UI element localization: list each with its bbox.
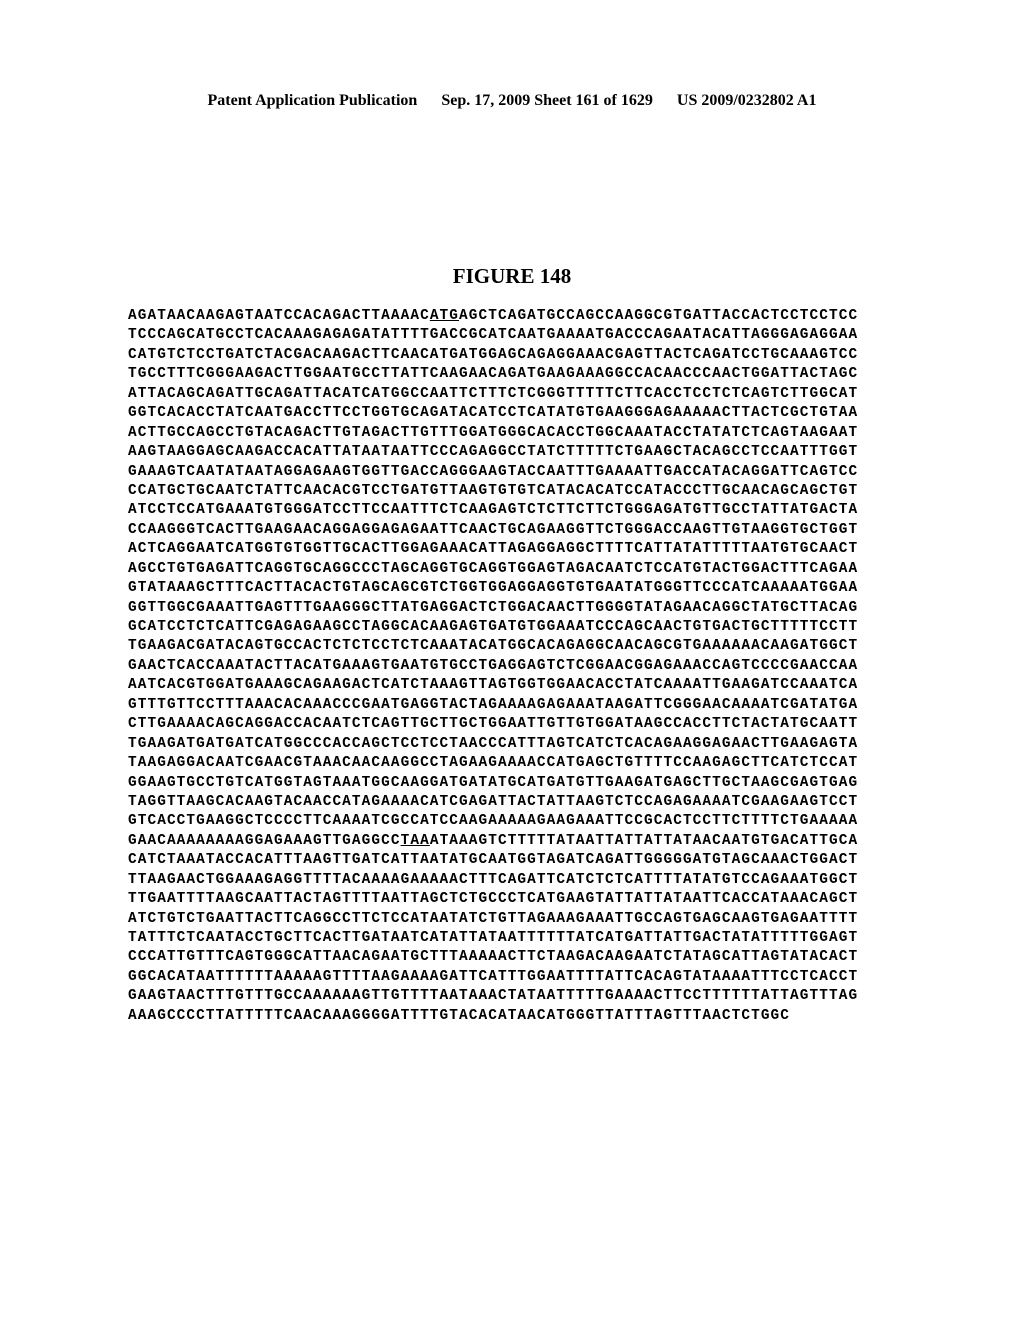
sequence-line: GGTCACACCTATCAATGACCTTCCTGGTGCAGATACATCC… <box>128 404 898 423</box>
sequence-line: CTTGAAAACAGCAGGACCACAATCTCAGTTGCTTGCTGGA… <box>128 715 898 734</box>
sequence-line: GAAAGTCAATATAATAGGAGAAGTGGTTGACCAGGGAAGT… <box>128 463 898 482</box>
sequence-line: GAACAAAAAAAAGGAGAAAGTTGAGGCCTAAATAAAGTCT… <box>128 832 898 851</box>
header-patent-number: US 2009/0232802 A1 <box>677 92 817 110</box>
sequence-line: GGAAGTGCCTGTCATGGTAGTAAATGGCAAGGATGATATG… <box>128 774 898 793</box>
figure-title: FIGURE 148 <box>0 264 1024 289</box>
sequence-line: CATCTAAATACCACATTTAAGTTGATCATTAATATGCAAT… <box>128 851 898 870</box>
sequence-line: AAAGCCCCTTATTTTTCAACAAAGGGGATTTTGTACACAT… <box>128 1007 898 1026</box>
sequence-line: TTGAATTTTAAGCAATTACTAGTTTTAATTAGCTCTGCCC… <box>128 890 898 909</box>
sequence-line: TATTTCTCAATACCTGCTTCACTTGATAATCATATTATAA… <box>128 929 898 948</box>
sequence-line: TGCCTTTCGGGAAGACTTGGAATGCCTTATTCAAGAACAG… <box>128 365 898 384</box>
sequence-line: CATGTCTCCTGATCTACGACAAGACTTCAACATGATGGAG… <box>128 346 898 365</box>
sequence-line: AATCACGTGGATGAAAGCAGAAGACTCATCTAAAGTTAGT… <box>128 676 898 695</box>
sequence-line: GGCACATAATTTTTTAAAAAGTTTTAAGAAAAGATTCATT… <box>128 968 898 987</box>
sequence-line: GAACTCACCAAATACTTACATGAAAGTGAATGTGCCTGAG… <box>128 657 898 676</box>
sequence-line: TTAAGAACTGGAAAGAGGTTTTACAAAAGAAAAACTTTCA… <box>128 871 898 890</box>
header-date-sheet: Sep. 17, 2009 Sheet 161 of 1629 <box>441 92 653 110</box>
sequence-line: GAAGTAACTTTGTTTGCCAAAAAAGTTGTTTTAATAAACT… <box>128 987 898 1006</box>
codon-marker: TAA <box>401 833 430 849</box>
sequence-line: TGAAGACGATACAGTGCCACTCTCTCCTCTCAAATACATG… <box>128 637 898 656</box>
sequence-line: TAGGTTAAGCACAAGTACAACCATAGAAAACATCGAGATT… <box>128 793 898 812</box>
sequence-line: ACTCAGGAATCATGGTGTGGTTGCACTTGGAGAAACATTA… <box>128 540 898 559</box>
sequence-line: CCCATTGTTTCAGTGGGCATTAACAGAATGCTTTAAAAAC… <box>128 948 898 967</box>
sequence-line: CCATGCTGCAATCTATTCAACACGTCCTGATGTTAAGTGT… <box>128 482 898 501</box>
sequence-line: GTATAAAGCTTTCACTTACACTGTAGCAGCGTCTGGTGGA… <box>128 579 898 598</box>
dna-sequence: AGATAACAAGAGTAATCCACAGACTTAAAACATGAGCTCA… <box>128 307 898 1026</box>
sequence-line: TCCCAGCATGCCTCACAAAGAGAGATATTTTGACCGCATC… <box>128 326 898 345</box>
sequence-line: ACTTGCCAGCCTGTACAGACTTGTAGACTTGTTTGGATGG… <box>128 424 898 443</box>
sequence-line: AGATAACAAGAGTAATCCACAGACTTAAAACATGAGCTCA… <box>128 307 898 326</box>
sequence-line: ATCCTCCATGAAATGTGGGATCCTTCCAATTTCTCAAGAG… <box>128 501 898 520</box>
sequence-line: AGCCTGTGAGATTCAGGTGCAGGCCCTAGCAGGTGCAGGT… <box>128 560 898 579</box>
sequence-line: TGAAGATGATGATCATGGCCCACCAGCTCCTCCTAACCCA… <box>128 735 898 754</box>
sequence-line: GTTTGTTCCTTTAAACACAAACCCGAATGAGGTACTAGAA… <box>128 696 898 715</box>
patent-header: Patent Application Publication Sep. 17, … <box>0 92 1024 110</box>
sequence-line: ATCTGTCTGAATTACTTCAGGCCTTCTCCATAATATCTGT… <box>128 910 898 929</box>
header-publication: Patent Application Publication <box>208 92 418 110</box>
codon-marker: ATG <box>430 308 459 324</box>
sequence-line: CCAAGGGTCACTTGAAGAACAGGAGGAGAGAATTCAACTG… <box>128 521 898 540</box>
sequence-line: TAAGAGGACAATCGAACGTAAACAACAAGGCCTAGAAGAA… <box>128 754 898 773</box>
sequence-line: GCATCCTCTCATTCGAGAGAAGCCTAGGCACAAGAGTGAT… <box>128 618 898 637</box>
sequence-line: AAGTAAGGAGCAAGACCACATTATAATAATTCCCAGAGGC… <box>128 443 898 462</box>
sequence-line: GGTTGGCGAAATTGAGTTTGAAGGGCTTATGAGGACTCTG… <box>128 599 898 618</box>
sequence-line: ATTACAGCAGATTGCAGATTACATCATGGCCAATTCTTTC… <box>128 385 898 404</box>
sequence-line: GTCACCTGAAGGCTCCCCTTCAAAATCGCCATCCAAGAAA… <box>128 812 898 831</box>
